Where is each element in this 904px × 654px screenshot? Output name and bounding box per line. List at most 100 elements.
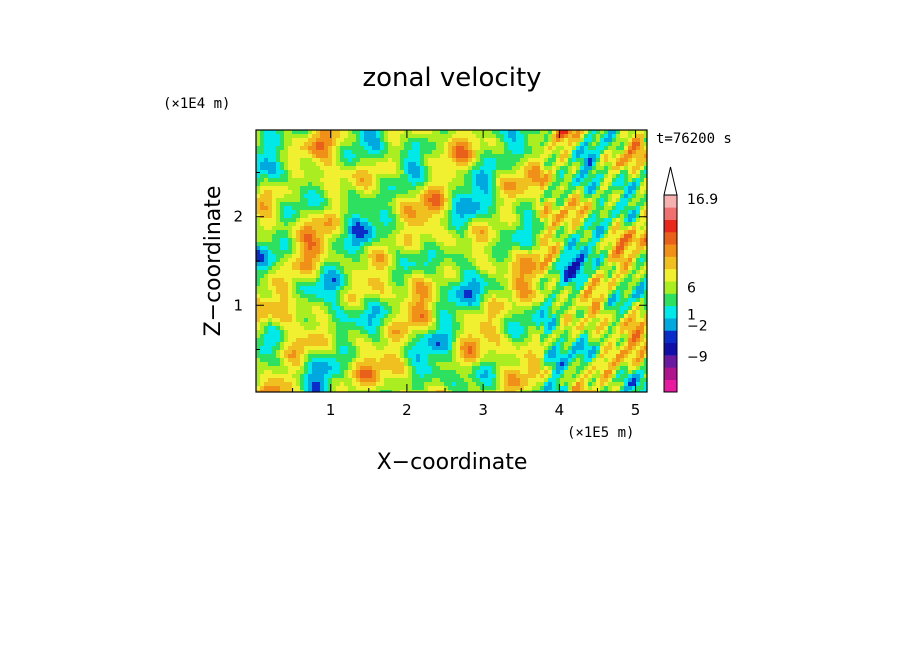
field-cell bbox=[392, 146, 397, 151]
field-cell bbox=[412, 130, 417, 135]
field-cell bbox=[556, 262, 561, 267]
field-cell bbox=[316, 134, 321, 139]
field-cell bbox=[604, 230, 609, 235]
field-cell bbox=[288, 278, 293, 283]
field-cell bbox=[516, 274, 521, 279]
field-cell bbox=[516, 142, 521, 147]
field-cell bbox=[260, 230, 265, 235]
field-cell bbox=[328, 258, 333, 263]
field-cell bbox=[552, 194, 557, 199]
field-cell bbox=[628, 218, 633, 223]
field-cell bbox=[592, 326, 597, 331]
field-cell bbox=[620, 326, 625, 331]
field-cell bbox=[388, 142, 393, 147]
field-cell bbox=[604, 290, 609, 295]
field-cell bbox=[304, 254, 309, 259]
field-cell bbox=[532, 170, 537, 175]
field-cell bbox=[588, 250, 593, 255]
field-cell bbox=[632, 262, 637, 267]
field-cell bbox=[332, 330, 337, 335]
field-cell bbox=[516, 198, 521, 203]
field-cell bbox=[440, 178, 445, 183]
field-cell bbox=[364, 154, 369, 159]
field-cell bbox=[516, 298, 521, 303]
field-cell bbox=[292, 266, 297, 271]
field-cell bbox=[284, 186, 289, 191]
field-cell bbox=[456, 282, 461, 287]
field-cell bbox=[316, 182, 321, 187]
field-cell bbox=[292, 246, 297, 251]
field-cell bbox=[352, 314, 357, 319]
field-cell bbox=[540, 250, 545, 255]
field-cell bbox=[644, 262, 647, 267]
field-cell bbox=[640, 326, 645, 331]
field-cell bbox=[480, 218, 485, 223]
field-cell bbox=[420, 182, 425, 187]
field-cell bbox=[512, 150, 517, 155]
field-cell bbox=[584, 146, 589, 151]
field-cell bbox=[612, 182, 617, 187]
field-cell bbox=[568, 178, 573, 183]
field-cell bbox=[464, 246, 469, 251]
field-cell bbox=[564, 186, 569, 191]
field-cell bbox=[544, 238, 549, 243]
field-cell bbox=[412, 274, 417, 279]
field-cell bbox=[328, 326, 333, 331]
field-cell bbox=[432, 206, 437, 211]
field-cell bbox=[348, 314, 353, 319]
field-cell bbox=[408, 306, 413, 311]
field-cell bbox=[412, 146, 417, 151]
field-cell bbox=[536, 150, 541, 155]
field-cell bbox=[536, 154, 541, 159]
field-cell bbox=[380, 142, 385, 147]
field-cell bbox=[496, 234, 501, 239]
field-cell bbox=[628, 230, 633, 235]
field-cell bbox=[612, 330, 617, 335]
field-cell bbox=[344, 162, 349, 167]
field-cell bbox=[400, 234, 405, 239]
field-cell bbox=[476, 246, 481, 251]
field-cell bbox=[428, 298, 433, 303]
field-cell bbox=[552, 282, 557, 287]
field-cell bbox=[356, 214, 361, 219]
field-cell bbox=[352, 266, 357, 271]
field-cell bbox=[524, 330, 529, 335]
field-cell bbox=[336, 186, 341, 191]
field-cell bbox=[628, 158, 633, 163]
field-cell bbox=[520, 330, 525, 335]
field-cell bbox=[572, 242, 577, 247]
field-cell bbox=[304, 302, 309, 307]
field-cell bbox=[424, 186, 429, 191]
field-cell bbox=[328, 186, 333, 191]
field-cell bbox=[276, 210, 281, 215]
field-cell bbox=[288, 210, 293, 215]
field-cell bbox=[476, 206, 481, 211]
field-cell bbox=[508, 286, 513, 291]
field-cell bbox=[304, 226, 309, 231]
field-cell bbox=[620, 138, 625, 143]
field-cell bbox=[500, 266, 505, 271]
field-cell bbox=[320, 226, 325, 231]
field-cell bbox=[544, 162, 549, 167]
field-cell bbox=[472, 154, 477, 159]
field-cell bbox=[344, 206, 349, 211]
field-cell bbox=[332, 166, 337, 171]
field-cell bbox=[428, 234, 433, 239]
field-cell bbox=[276, 298, 281, 303]
field-cell bbox=[268, 194, 273, 199]
field-cell bbox=[516, 326, 521, 331]
field-cell bbox=[308, 214, 313, 219]
field-cell bbox=[396, 318, 401, 323]
field-cell bbox=[608, 174, 613, 179]
field-cell bbox=[500, 142, 505, 147]
field-cell bbox=[328, 178, 333, 183]
field-cell bbox=[608, 178, 613, 183]
field-cell bbox=[336, 134, 341, 139]
field-cell bbox=[628, 246, 633, 251]
field-cell bbox=[512, 234, 517, 239]
field-cell bbox=[384, 142, 389, 147]
field-cell bbox=[468, 282, 473, 287]
field-cell bbox=[484, 330, 489, 335]
field-cell bbox=[552, 170, 557, 175]
field-cell bbox=[540, 274, 545, 279]
